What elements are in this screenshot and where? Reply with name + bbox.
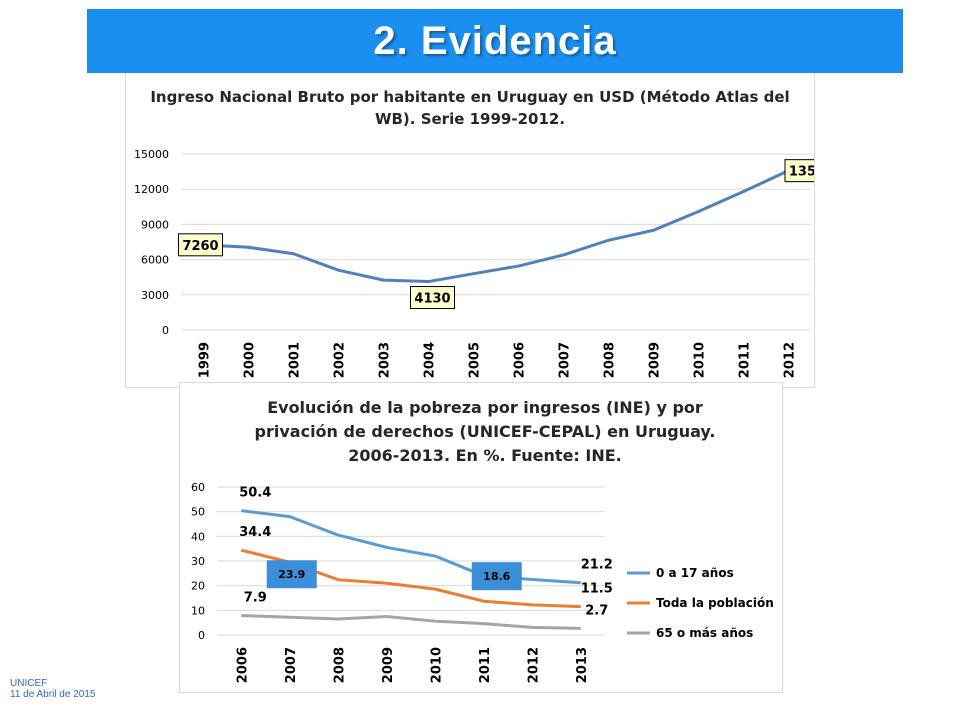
chart1-callout-box: [784, 159, 814, 183]
footer-org: UNICEF: [10, 678, 48, 689]
chart2-legend-label: 65 o más años: [656, 626, 753, 640]
chart2-x-tick: 2006: [235, 647, 250, 683]
chart2-title-line: 2006-2013. En %. Fuente: INE.: [348, 446, 622, 465]
chart1-y-tick: 15000: [134, 148, 169, 161]
chart1-x-tick: 1999: [198, 342, 213, 378]
chart1-x-tick: 2006: [513, 342, 528, 378]
chart2-value-box-label: 23.9: [278, 568, 305, 581]
poverty-chart: Evolución de la pobreza por ingresos (IN…: [191, 398, 774, 683]
chart2-legend-label: 0 a 17 años: [656, 566, 734, 580]
chart2-legend-label: Toda la población: [656, 596, 774, 610]
chart1-point: [472, 272, 475, 276]
chart1-point: [337, 268, 340, 272]
chart2-title-line: Evolución de la pobreza por ingresos (IN…: [267, 398, 703, 417]
income-chart-panel: Ingreso Nacional Bruto por habitante en …: [125, 73, 815, 388]
title-banner: 2. Evidencia: [87, 9, 903, 73]
chart1-x-tick: 2004: [423, 342, 438, 378]
chart2-value-box-label: 18.6: [483, 570, 510, 583]
chart2-data-label: 21.2: [581, 558, 613, 573]
chart1-x-tick: 2009: [648, 342, 663, 378]
chart2-data-label: 50.4: [239, 486, 271, 501]
chart1-series-line: [203, 169, 790, 284]
poverty-chart-panel: Evolución de la pobreza por ingresos (IN…: [179, 382, 783, 693]
chart2-y-tick: 30: [191, 555, 205, 568]
chart1-x-tick: 2002: [333, 342, 348, 378]
chart2-x-tick: 2007: [284, 647, 299, 683]
chart2-series-line: [241, 509, 581, 585]
chart2-series-line: [241, 614, 581, 630]
chart2-x-tick: 2012: [526, 647, 541, 683]
chart2-y-tick: 10: [191, 604, 205, 617]
chart1-x-tick: 2003: [378, 342, 393, 378]
chart1-point: [697, 209, 700, 213]
chart2-y-tick: 60: [191, 481, 205, 494]
chart2-value-box: [266, 560, 317, 589]
chart1-x-tick: 2005: [468, 342, 483, 378]
chart2-value-box: [471, 562, 522, 591]
chart1-point: [742, 190, 745, 194]
chart2-y-tick: 0: [198, 629, 205, 642]
chart1-point: [652, 228, 655, 232]
chart2-x-tick: 2013: [575, 647, 590, 683]
chart2-data-label: 7.9: [244, 591, 267, 606]
chart1-x-tick: 2007: [558, 342, 573, 378]
chart1-callout-label: 7260: [182, 239, 218, 254]
footer-date: 11 de Abril de 2015: [10, 689, 96, 700]
chart1-x-tick: 2008: [603, 342, 618, 378]
chart1-x-tick: 2001: [288, 342, 303, 378]
chart2-y-tick: 50: [191, 506, 205, 519]
chart1-point: [247, 245, 250, 249]
chart1-point: [382, 278, 385, 282]
chart2-y-tick: 40: [191, 530, 205, 543]
chart1-callout-label: 4130: [414, 292, 450, 307]
chart2-title-line: privación de derechos (UNICEF-CEPAL) en …: [255, 422, 716, 441]
chart1-callout-label: 13580: [789, 165, 814, 180]
chart1-y-tick: 12000: [134, 183, 169, 196]
slide-title: 2. Evidencia: [373, 18, 617, 63]
chart2-x-tick: 2010: [429, 647, 444, 683]
chart1-point: [517, 264, 520, 268]
chart1-point: [427, 280, 430, 284]
chart2-x-tick: 2008: [332, 647, 347, 683]
chart1-point: [562, 253, 565, 257]
chart1-callout-box: [410, 286, 455, 310]
chart1-x-tick: 2010: [693, 342, 708, 378]
chart2-data-label: 11.5: [581, 582, 613, 597]
chart1-y-tick: 0: [162, 324, 169, 337]
chart2-data-label: 34.4: [239, 525, 271, 540]
chart1-point: [607, 238, 610, 242]
chart1-title-line: Ingreso Nacional Bruto por habitante en …: [150, 88, 789, 106]
chart1-y-tick: 6000: [141, 254, 169, 267]
chart2-x-tick: 2009: [381, 647, 396, 683]
chart1-title-line: WB). Serie 1999-2012.: [375, 110, 565, 128]
chart2-y-tick: 20: [191, 580, 205, 593]
chart1-x-tick: 2012: [783, 342, 798, 378]
chart1-x-tick: 2011: [738, 342, 753, 378]
chart1-y-tick: 9000: [141, 218, 169, 231]
chart1-x-tick: 2000: [243, 342, 258, 378]
income-chart: Ingreso Nacional Bruto por habitante en …: [134, 88, 814, 378]
chart1-callout-box: [178, 233, 223, 257]
chart1-y-tick: 3000: [141, 289, 169, 302]
chart2-x-tick: 2011: [478, 647, 493, 683]
chart1-point: [292, 252, 295, 256]
chart2-data-label: 2.7: [585, 603, 608, 618]
